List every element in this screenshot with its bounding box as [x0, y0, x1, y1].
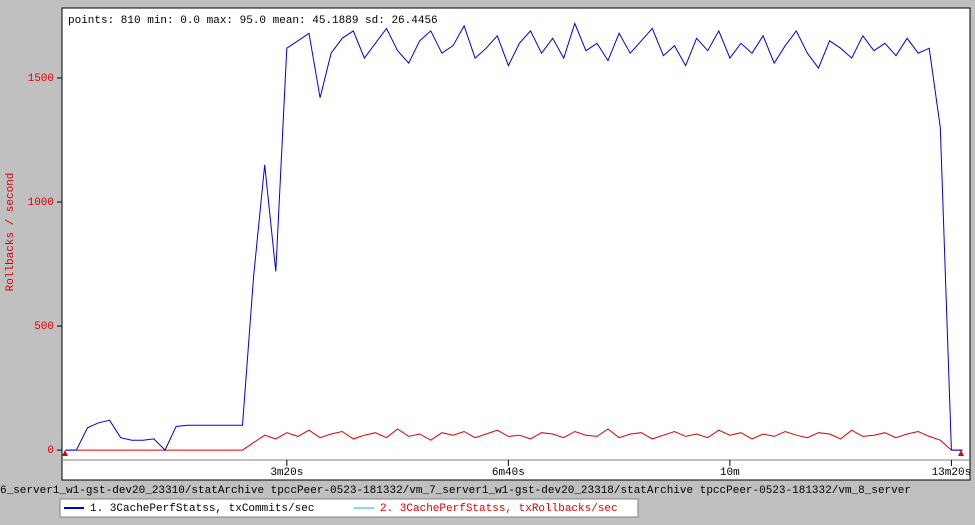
caption: 6_server1_w1-gst-dev20_23310/statArchive…: [0, 485, 911, 497]
annotation-bg: [66, 12, 461, 28]
x-tick-label: 3m20s: [270, 467, 303, 479]
axis-marker: [958, 450, 964, 456]
y-tick-label: 500: [34, 321, 54, 333]
axis-marker: [62, 450, 68, 456]
legend-label: 2. 3CachePerfStatss, txRollbacks/sec: [380, 503, 618, 515]
annotation: points: 810 min: 0.0 max: 95.0 mean: 45.…: [68, 15, 438, 27]
series-line: [65, 428, 963, 451]
x-tick-label: 13m20s: [932, 467, 972, 479]
y-axis-label: Rollbacks / second: [5, 173, 17, 292]
y-tick-label: 1000: [28, 197, 54, 209]
x-tick-label: 6m40s: [492, 467, 525, 479]
plot-area: [61, 7, 971, 481]
x-tick-label: 10m: [720, 467, 740, 479]
legend-label: 1. 3CachePerfStatss, txCommits/sec: [90, 503, 314, 515]
legend: [59, 498, 639, 518]
series-line: [65, 21, 963, 451]
y-tick-label: 1500: [28, 73, 54, 85]
y-tick-label: 0: [47, 445, 54, 457]
